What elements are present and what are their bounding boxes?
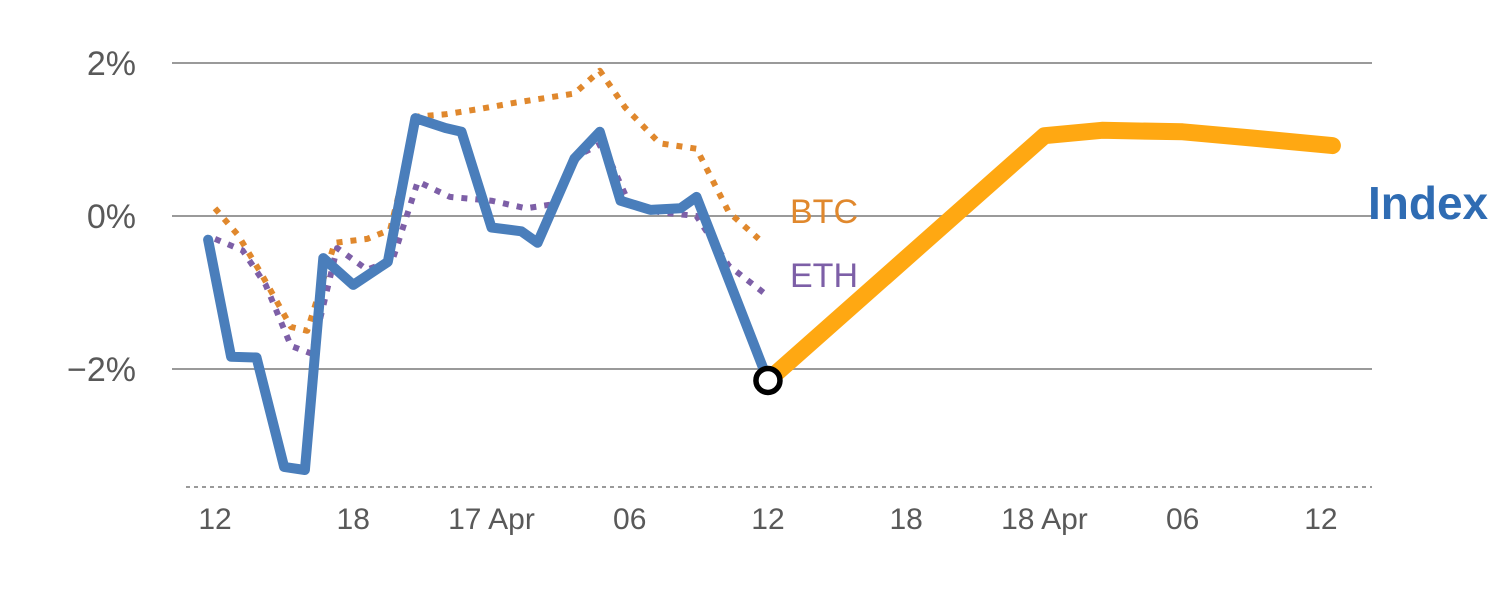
x-tick-label: 18 Apr — [1001, 503, 1088, 536]
x-tick-label: 12 — [198, 503, 231, 536]
series-btc-line — [212, 67, 761, 334]
y-tick-label: 2% — [87, 45, 136, 83]
y-tick-label: −2% — [67, 351, 136, 389]
series-index-forecast-line — [759, 121, 1341, 389]
x-tick-label: 18 — [337, 503, 370, 536]
x-tick-label: 18 — [890, 503, 923, 536]
x-tick-label: 06 — [1166, 503, 1199, 536]
series-eth-line — [213, 140, 766, 357]
y-tick-label: 0% — [87, 198, 136, 236]
x-tick-label: 12 — [1304, 503, 1337, 536]
x-tick-label: 17 Apr — [448, 503, 535, 536]
x-tick-label: 06 — [613, 503, 646, 536]
forecast-junction-marker — [753, 365, 783, 396]
series-index-line — [203, 113, 773, 475]
x-tick-label: 12 — [751, 503, 784, 536]
